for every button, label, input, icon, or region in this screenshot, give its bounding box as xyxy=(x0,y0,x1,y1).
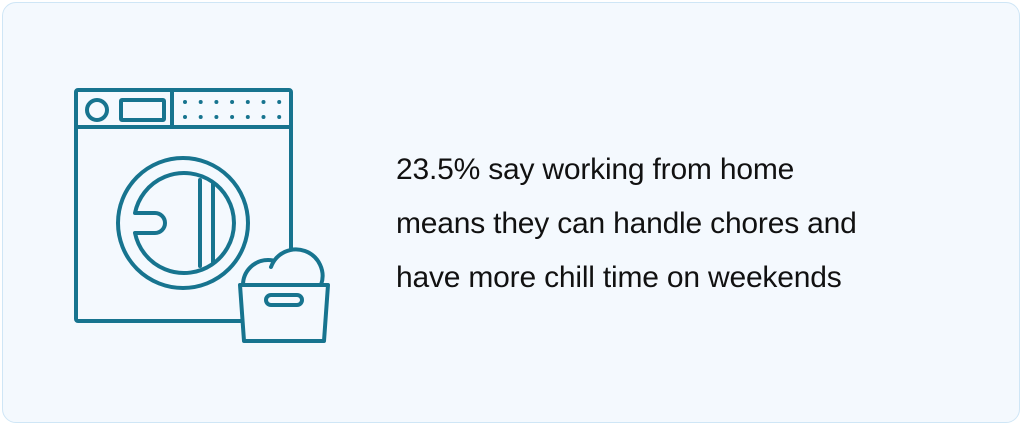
control-dot xyxy=(214,100,219,104)
control-dot xyxy=(277,100,282,104)
statement-line: have more chill time on weekends xyxy=(396,261,842,294)
control-dot xyxy=(261,115,266,119)
washing-machine-icon xyxy=(74,88,330,343)
control-dot xyxy=(183,100,187,104)
statement-text: 23.5% say working from home means they c… xyxy=(396,143,996,305)
statement-line: 23.5% say working from home xyxy=(396,153,795,186)
control-dot xyxy=(198,115,203,119)
control-dot xyxy=(277,115,282,119)
control-dot xyxy=(230,115,235,119)
control-dot xyxy=(245,115,250,119)
control-dot xyxy=(214,115,219,119)
control-dot xyxy=(198,100,203,104)
control-dot xyxy=(245,100,250,104)
control-dot xyxy=(261,100,266,104)
control-dot xyxy=(230,100,235,104)
statement-line: means they can handle chores and xyxy=(396,207,857,240)
control-dot xyxy=(183,115,187,119)
